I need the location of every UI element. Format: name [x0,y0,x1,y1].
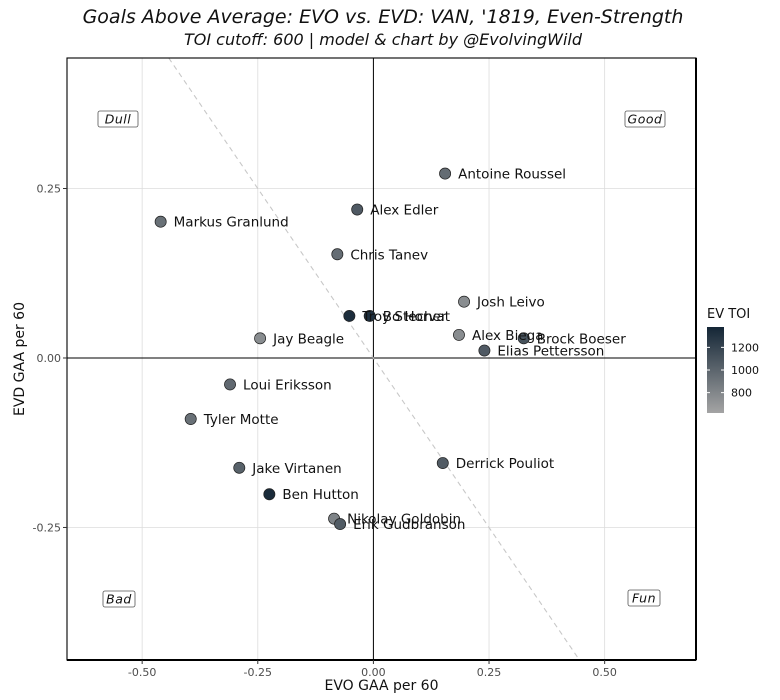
quadrant-label-top-right: Good [628,112,663,127]
data-point [478,344,491,357]
chart-title: Goals Above Average: EVO vs. EVD: VAN, '… [82,6,684,28]
point-label: Jake Virtanen [251,461,341,477]
plot-panel [67,58,696,660]
data-point [351,203,364,216]
quadrant-labels: Dull Good Bad Fun [97,110,666,608]
legend-tick-label: 800 [731,387,752,400]
legend-ticks: 800 1000 1200 [707,341,759,400]
point-label: Alex Edler [370,203,438,219]
legend-color-bar [707,327,724,413]
x-tick-label: -0.50 [128,666,156,679]
quadrant-label-bottom-right: Fun [632,591,656,606]
point-label: Elias Pettersson [497,344,604,360]
data-point [363,310,376,322]
quadrant-label-bottom-left: Bad [106,592,132,607]
point-label: Markus Granlund [174,215,289,231]
data-point [334,518,347,531]
quadrant-label-box [97,110,139,128]
point-label: Josh Leivo [476,295,545,311]
quadrant-label-top-left: Dull [105,112,132,127]
point-label: Antoine Roussel [458,167,566,183]
point-label: Alex Biega [472,328,544,344]
point-label: Erik Gudbranson [353,517,465,533]
legend-title: EV TOI [707,307,750,322]
data-point [458,295,471,308]
point-label: Loui Eriksson [243,377,332,393]
data-point [184,413,197,425]
data-point [343,310,356,322]
axis-ticks: -0.50 -0.25 0.00 0.25 0.50 -0.25 0.00 0.25 [33,183,617,679]
diagonal-dashed-line [168,58,580,660]
point-label: Derrick Pouliot [456,456,554,472]
y-tick-label: 0.25 [37,183,62,196]
quadrant-label-box [624,110,666,128]
data-point [254,332,267,345]
legend-tick-label: 1000 [731,364,759,377]
quadrant-label-box [102,590,136,608]
chart-subtitle: TOI cutoff: 600 | model & chart by @Evol… [183,30,583,49]
point-label: Brock Boeser [537,331,626,347]
color-legend: EV TOI 800 1000 1200 [707,307,759,413]
grid-lines [67,58,696,660]
point-label: Bo Horvat [383,309,450,325]
quadrant-label-box [627,589,661,607]
x-tick-label: 0.50 [592,666,617,679]
reference-lines [67,58,696,660]
y-tick-label: -0.25 [33,521,61,534]
point-label: Nikolay Goldobin [347,512,461,528]
point-label: Troy Stecher [361,309,447,325]
data-point [233,461,246,474]
point-label: Tyler Motte [203,412,279,428]
data-points [154,167,530,531]
data-point [439,167,452,180]
data-point [154,215,167,228]
x-tick-label: -0.25 [244,666,272,679]
x-tick-label: 0.00 [361,666,386,679]
point-labels: Antoine Roussel Alex Edler Markus Granlund… [174,167,627,533]
data-point [263,488,276,501]
data-point [436,457,449,470]
y-axis-title: EVD GAA per 60 [12,302,28,416]
x-axis-title: EVO GAA per 60 [324,678,438,694]
data-point [453,328,465,341]
data-point [224,378,236,391]
point-label: Ben Hutton [282,487,359,503]
y-tick-label: 0.00 [37,352,62,365]
data-point [517,332,530,345]
x-tick-label: 0.25 [477,666,502,679]
legend-tick-label: 1200 [731,341,759,354]
point-label: Jay Beagle [272,331,344,347]
point-label: Chris Tanev [350,247,428,263]
data-point [331,248,344,261]
